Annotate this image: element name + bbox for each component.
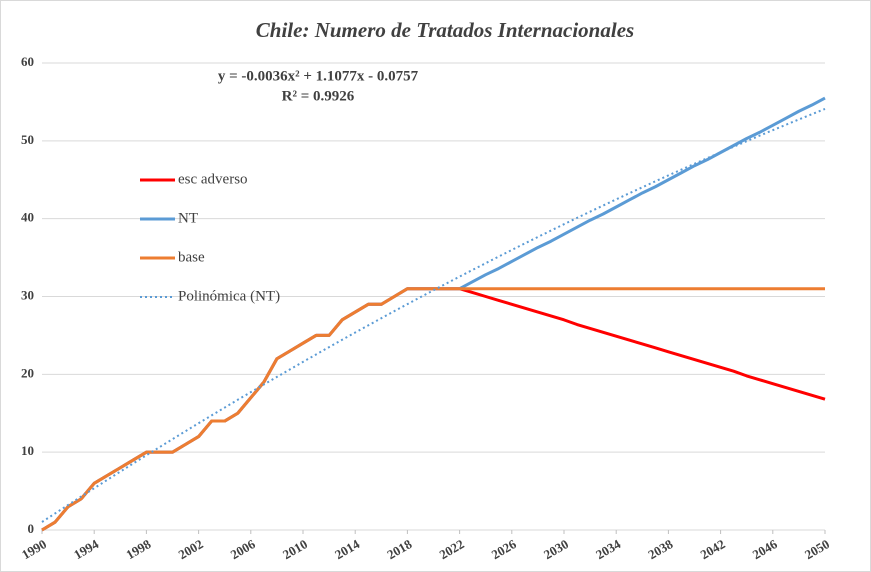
series-line — [41, 107, 826, 523]
y-tick-label: 10 — [21, 443, 34, 458]
y-tick-label: 20 — [21, 365, 34, 380]
trend-equation: y = -0.0036x² + 1.1077x - 0.0757 — [218, 68, 419, 84]
y-tick-label: 0 — [28, 521, 35, 536]
y-tick-label: 60 — [21, 54, 34, 69]
series-line — [41, 287, 825, 532]
legend-label: NT — [178, 210, 198, 226]
y-tick-label: 40 — [21, 210, 34, 225]
legend-label: Polinómica (NT) — [178, 288, 280, 304]
y-tick-label: 50 — [21, 132, 34, 147]
legend-label: esc adverso — [178, 171, 248, 187]
chart-title: Chile: Numero de Tratados Internacionale… — [256, 18, 634, 42]
trend-r2: R² = 0.9926 — [282, 88, 355, 104]
legend-label: base — [178, 249, 205, 265]
y-tick-label: 30 — [21, 287, 34, 302]
